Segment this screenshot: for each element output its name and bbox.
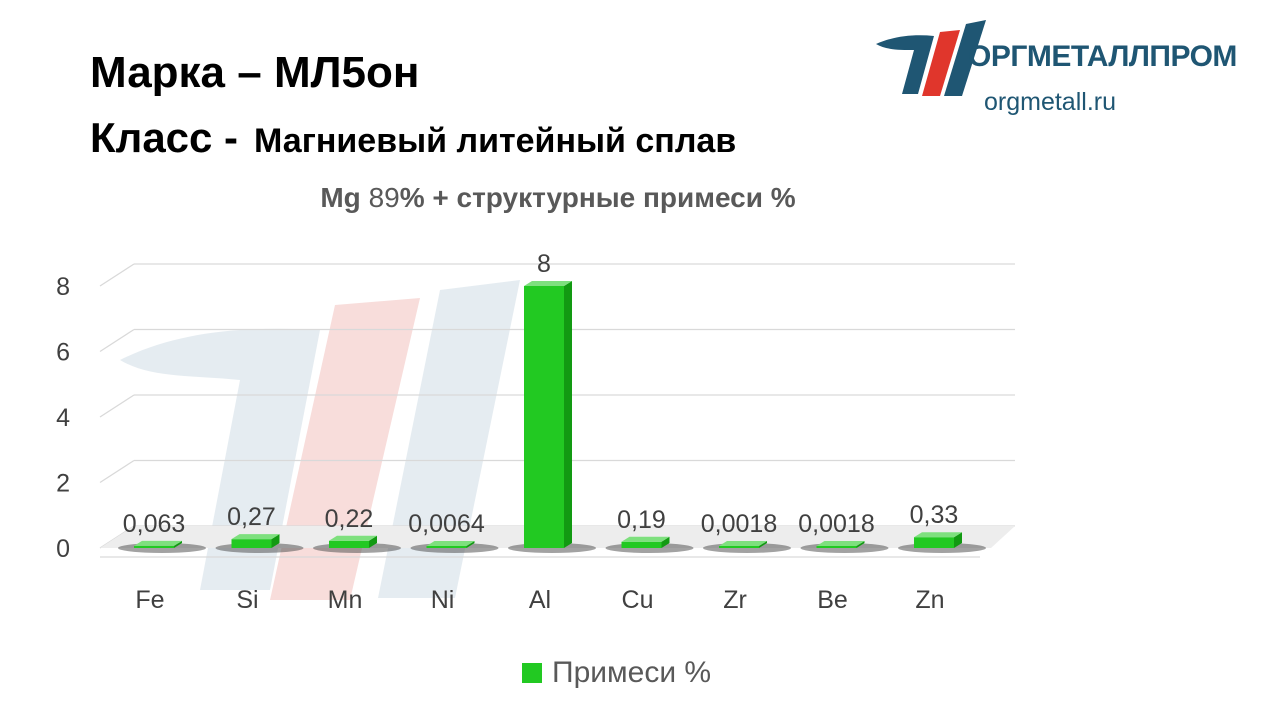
bar-side	[174, 540, 182, 548]
legend-label: Примеси %	[552, 656, 712, 689]
bar	[231, 539, 272, 548]
data-label: 0,0018	[798, 510, 874, 538]
bar-side	[271, 534, 280, 548]
bar-side	[856, 541, 865, 548]
bar-side	[369, 535, 377, 548]
y-tick-label: 2	[56, 470, 70, 498]
category-label: Ni	[431, 586, 455, 614]
category-labels: Fe Si Mn Ni Al Cu Zr Be Zn	[135, 586, 944, 614]
category-label: Zn	[915, 586, 944, 614]
bar-top	[426, 541, 475, 546]
gridline-side	[99, 394, 135, 418]
class-title: Класс - Магниевый литейный сплав	[90, 114, 736, 162]
category-label: Zr	[723, 586, 747, 614]
category-label: Si	[236, 586, 258, 614]
data-label: 0,0064	[408, 510, 485, 538]
chart-title-percent: 89	[368, 182, 400, 213]
bar	[134, 545, 174, 548]
bar-top	[621, 536, 670, 542]
bar-side	[661, 536, 670, 548]
chart-title-rest: % + структурные примеси %	[399, 182, 796, 213]
data-label: 0,19	[617, 506, 666, 534]
marka-separator: –	[237, 48, 262, 97]
data-label: 8	[537, 250, 551, 278]
bar-top	[231, 534, 280, 540]
data-label: 0,27	[227, 503, 276, 531]
category-label: Al	[529, 586, 551, 614]
logo-name: ОРГМЕТАЛЛПРОМ	[968, 40, 1237, 73]
bar	[426, 546, 467, 548]
marka-label: Марка	[90, 48, 226, 97]
bar-top	[134, 540, 182, 546]
y-tick-label: 4	[56, 404, 70, 432]
y-tick-label: 8	[56, 273, 70, 301]
marka-value: МЛ5он	[273, 48, 420, 97]
gridline-side	[99, 328, 135, 353]
gridline-side	[99, 263, 135, 287]
orgmetallprom-logo-icon	[876, 20, 986, 96]
category-label: Cu	[622, 586, 654, 614]
bar	[914, 537, 954, 548]
bars	[118, 281, 986, 553]
bar	[719, 546, 759, 548]
bar-top	[914, 532, 962, 538]
klass-label: Класс -	[90, 114, 239, 161]
bar-top	[816, 541, 865, 546]
category-label: Be	[817, 586, 848, 614]
bar-top	[329, 535, 377, 541]
data-label: 0,22	[325, 505, 374, 533]
category-label: Mn	[328, 586, 363, 614]
bar	[524, 286, 564, 548]
gridline-side	[99, 459, 135, 484]
data-label: 0,063	[123, 510, 186, 538]
y-tick-label: 6	[56, 339, 70, 367]
y-tick-label: 0	[56, 535, 70, 563]
klass-value: Магниевый литейный сплав	[254, 122, 737, 160]
bar	[621, 541, 662, 548]
bar	[816, 546, 857, 548]
bar-side	[564, 281, 572, 548]
bar-side	[759, 541, 767, 548]
bar-top	[524, 281, 572, 286]
chart-title: Mg 89% + структурные примеси %	[0, 182, 1116, 214]
logo-url[interactable]: orgmetall.ru	[984, 88, 1116, 116]
bar-side	[954, 532, 962, 548]
bar	[329, 540, 369, 548]
data-label: 0,0018	[701, 510, 777, 538]
data-labels: 0,063 0,27 0,22 0,0064 8 0,19 0,0018 0,0018 0,33	[123, 250, 959, 538]
bar-side	[466, 541, 475, 548]
y-axis-ticks: 0 2 4 6 8	[56, 273, 70, 563]
chart-title-element: Mg	[320, 182, 361, 213]
data-label: 0,33	[910, 501, 959, 529]
legend: Примеси %	[522, 656, 711, 690]
legend-swatch	[522, 663, 542, 683]
brand-title: Марка – МЛ5он	[90, 48, 419, 98]
bar-top	[719, 541, 767, 546]
category-label: Fe	[135, 586, 164, 614]
